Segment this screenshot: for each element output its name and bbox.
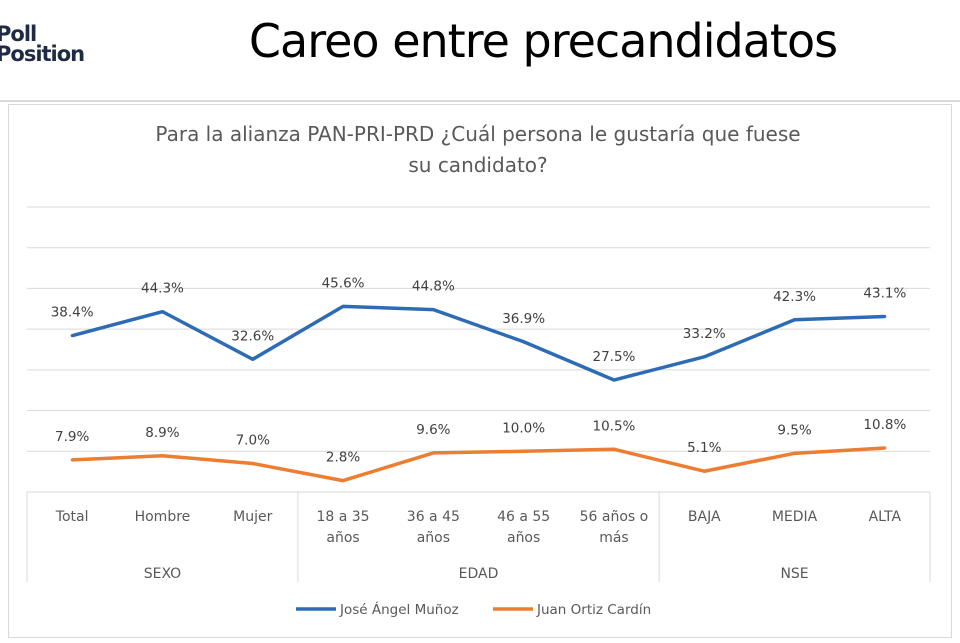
- chart-frame: [8, 104, 952, 638]
- series-point: [883, 446, 887, 450]
- group-label-2: NSE: [780, 566, 808, 582]
- chart-title-line-1: Para la alianza PAN-PRI-PRD ¿Cuál person…: [155, 122, 800, 146]
- data-label: 7.0%: [236, 433, 270, 449]
- chart-title-line-2: su candidato?: [408, 153, 547, 177]
- series-point: [522, 340, 526, 344]
- series-point: [431, 308, 435, 312]
- series-point: [793, 318, 797, 322]
- data-label: 45.6%: [322, 275, 365, 291]
- data-label: 36.9%: [502, 311, 545, 327]
- category-label: ALTA: [869, 509, 902, 525]
- series-line-1: [71, 304, 885, 382]
- category-label: Hombre: [135, 509, 191, 525]
- category-label: Total: [55, 509, 89, 525]
- legend-label-2: Juan Ortiz Cardín: [536, 602, 651, 618]
- data-label: 10.8%: [863, 417, 906, 433]
- data-label: 43.1%: [863, 286, 906, 302]
- page-title: Careo entre precandidatos: [248, 14, 838, 68]
- category-label: años: [417, 530, 450, 546]
- legend-label-1: José Ángel Muñoz: [339, 601, 459, 618]
- data-label: 2.8%: [326, 450, 360, 466]
- data-label: 5.1%: [687, 440, 721, 456]
- data-label: 10.0%: [502, 420, 545, 436]
- series-point: [70, 458, 74, 462]
- category-label: más: [599, 530, 629, 546]
- series-point: [522, 449, 526, 453]
- logo-line-2: Position: [0, 42, 85, 66]
- category-label: 18 a 35: [316, 509, 369, 525]
- category-label: años: [326, 530, 359, 546]
- data-label: 44.3%: [141, 281, 184, 297]
- category-label: BAJA: [688, 509, 721, 525]
- series-point: [251, 357, 255, 361]
- data-label: 9.5%: [777, 422, 811, 438]
- series-point: [251, 462, 255, 465]
- slide-header: Poll Position Careo entre precandidatos: [0, 0, 960, 102]
- data-label: 8.9%: [145, 425, 179, 441]
- series-point: [702, 469, 706, 473]
- data-label: 27.5%: [593, 349, 636, 365]
- category-label: MEDIA: [772, 509, 818, 525]
- series-point: [883, 315, 887, 319]
- series-point: [160, 454, 164, 458]
- series-point: [431, 451, 435, 455]
- data-label: 7.9%: [55, 429, 89, 445]
- series-point: [612, 378, 616, 382]
- poll-position-logo: Poll Position: [0, 22, 85, 66]
- data-label: 44.8%: [412, 279, 455, 295]
- data-label: 9.6%: [416, 422, 450, 438]
- group-label-1: EDAD: [459, 566, 499, 582]
- series-point: [70, 334, 74, 338]
- series-point: [160, 310, 164, 314]
- data-label: 32.6%: [231, 328, 274, 344]
- series-point: [341, 304, 345, 308]
- series-point: [793, 451, 797, 455]
- category-label: años: [507, 530, 540, 546]
- series-point: [341, 479, 345, 483]
- category-label: Mujer: [233, 509, 272, 525]
- data-label: 33.2%: [683, 326, 726, 342]
- category-label: 36 a 45: [407, 509, 460, 525]
- series-point: [702, 355, 706, 359]
- category-label: 46 a 55: [497, 509, 550, 525]
- group-label-0: SEXO: [144, 566, 181, 582]
- series-point: [612, 447, 616, 451]
- logo-line-1: Poll: [0, 22, 37, 46]
- data-label: 38.4%: [51, 305, 94, 321]
- category-label: 56 años o: [580, 509, 649, 525]
- series-line-2: [72, 446, 885, 483]
- data-label: 10.5%: [593, 418, 636, 434]
- data-label: 42.3%: [773, 289, 816, 305]
